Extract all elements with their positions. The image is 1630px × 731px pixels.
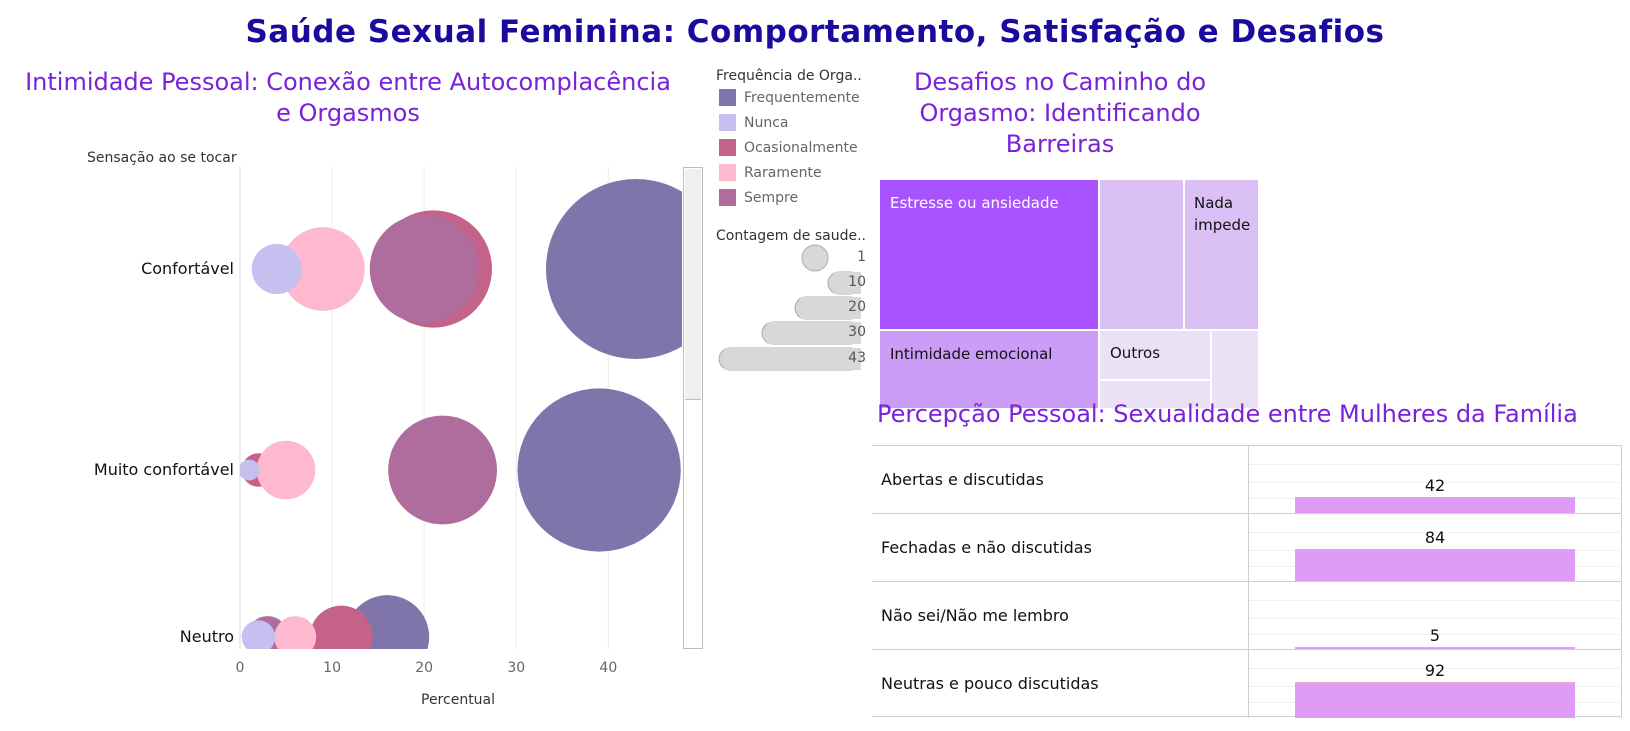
family-table-title: Percepção Pessoal: Sexualidade entre Mul… <box>877 400 1578 428</box>
legend-item-ocasionalmente[interactable]: Ocasionalmente <box>719 139 858 156</box>
color-legend-title: Frequência de Orga.. <box>716 68 862 84</box>
legend-item-frequentemente[interactable]: Frequentemente <box>719 89 860 106</box>
bar-value-label: 42 <box>1424 476 1446 496</box>
bubble-sempre <box>388 415 498 525</box>
bubble-raramente <box>256 440 316 500</box>
treemap-label-intimidade: Intimidade emocional <box>890 345 1053 363</box>
y-category-label: Neutro <box>179 627 234 646</box>
size-legend-label: 30 <box>848 324 866 340</box>
row-gridline <box>1249 482 1621 483</box>
bubble-scrollbar[interactable] <box>683 167 703 649</box>
bubble-group <box>240 179 682 649</box>
bar-cell: 92 <box>1248 650 1622 718</box>
treemap: Estresse ou ansiedade Nada impede Intimi… <box>879 179 1259 409</box>
x-tick-label: 40 <box>599 660 618 676</box>
bubble-chart-title: Intimidade Pessoal: Conexão entre Autoco… <box>25 68 671 127</box>
legend-swatch <box>719 114 736 131</box>
bar-cell: 84 <box>1248 514 1622 582</box>
bubble-nunca <box>240 459 260 481</box>
treemap-label-estresse: Estresse ou ansiedade <box>890 194 1059 212</box>
table-row: Fechadas e não discutidas 84 <box>872 513 1622 582</box>
treemap-cell-outros[interactable]: Outros <box>1099 330 1211 380</box>
value-bar[interactable] <box>1295 647 1575 650</box>
legend-label: Frequentemente <box>744 89 860 106</box>
size-legend-label: 1 <box>857 249 866 265</box>
x-tick-label: 10 <box>323 660 341 676</box>
bar-cell: 5 <box>1248 582 1622 650</box>
value-bar[interactable] <box>1295 549 1575 582</box>
legend-swatch <box>719 189 736 206</box>
size-legend-label: 10 <box>848 274 866 290</box>
legend-swatch <box>719 164 736 181</box>
row-gridline <box>1249 532 1621 533</box>
family-table: Abertas e discutidas 42 Fechadas e não dis… <box>872 445 1622 720</box>
y-category-label: Muito confortável <box>93 460 234 479</box>
row-gridline <box>1249 600 1621 601</box>
size-legend-label: 43 <box>848 350 866 366</box>
size-legend-label: 20 <box>848 299 866 315</box>
value-bar[interactable] <box>1295 682 1575 718</box>
legend-swatch <box>719 139 736 156</box>
size-legend-mark-fill <box>724 348 861 370</box>
treemap-cell-nada-impede[interactable]: Nada impede <box>1184 179 1259 330</box>
bubble-ocasionalmente <box>309 605 373 649</box>
size-legend-mark-fill <box>767 322 861 344</box>
bubble-raramente <box>281 227 365 311</box>
size-legend <box>718 244 862 371</box>
bubble-x-axis-title: Percentual <box>421 692 496 708</box>
legend-item-nunca[interactable]: Nunca <box>719 114 789 131</box>
x-tick-label: 30 <box>507 660 526 676</box>
legend-item-sempre[interactable]: Sempre <box>719 189 798 206</box>
table-row-label: Abertas e discutidas <box>881 470 1044 489</box>
table-row: Abertas e discutidas 42 <box>872 445 1622 514</box>
legend-item-raramente[interactable]: Raramente <box>719 164 822 181</box>
legend-label: Nunca <box>744 114 789 131</box>
treemap-cell-unlabeled-1[interactable] <box>1099 179 1184 330</box>
table-row: Neutras e pouco discutidas 92 <box>872 649 1622 718</box>
table-row: Não sei/Não me lembro 5 <box>872 581 1622 650</box>
x-tick-label: 0 <box>235 660 245 676</box>
bar-value-label: 84 <box>1424 528 1446 548</box>
y-category-label: Confortável <box>141 259 234 278</box>
treemap-cell-unlabeled-3[interactable] <box>1211 330 1259 409</box>
legend-swatch <box>719 89 736 106</box>
row-gridline <box>1249 464 1621 465</box>
bubble-frequentemente <box>517 388 681 552</box>
x-tick-label: 20 <box>415 660 434 676</box>
treemap-label-outros: Outros <box>1110 344 1161 362</box>
bubble-scrollbar-thumb[interactable] <box>685 169 701 400</box>
treemap-cell-estresse[interactable]: Estresse ou ansiedade <box>879 179 1099 330</box>
bubble-nunca <box>251 243 302 295</box>
size-legend-title: Contagem de saude.. <box>716 228 866 244</box>
row-gridline <box>1249 618 1621 619</box>
size-legend-mark-fill <box>800 297 861 319</box>
row-gridline <box>1249 668 1621 669</box>
value-bar[interactable] <box>1295 497 1575 514</box>
legend-label: Raramente <box>744 164 822 181</box>
bubble-sempre <box>369 214 479 324</box>
treemap-cell-unlabeled-2[interactable] <box>1099 380 1211 409</box>
size-legend-mark <box>801 244 829 272</box>
table-row-label: Neutras e pouco discutidas <box>881 674 1099 693</box>
legend-label: Ocasionalmente <box>744 139 858 156</box>
table-row-label: Fechadas e não discutidas <box>881 538 1092 557</box>
bubble-y-axis-title: Sensação ao se tocar <box>87 150 237 166</box>
treemap-title: Desafios no Caminho do Orgasmo: Identifi… <box>913 68 1207 158</box>
treemap-label-nada-impede: Nada impede <box>1194 194 1251 234</box>
bubble-frequentemente <box>545 179 682 359</box>
bar-value-label: 5 <box>1429 626 1441 645</box>
bar-value-label: 92 <box>1424 661 1446 681</box>
table-row-label: Não sei/Não me lembro <box>881 606 1069 625</box>
row-gridline <box>1249 634 1621 635</box>
legend-label: Sempre <box>744 189 799 206</box>
bubble-nunca <box>241 620 276 649</box>
bar-cell: 42 <box>1248 446 1622 514</box>
size-legend-mark-fill <box>833 272 861 294</box>
bubble-raramente <box>274 616 317 649</box>
bubble-chart <box>239 167 682 649</box>
dashboard-title: Saúde Sexual Feminina: Comportamento, Sa… <box>245 14 1385 50</box>
treemap-cell-intimidade[interactable]: Intimidade emocional <box>879 330 1099 409</box>
